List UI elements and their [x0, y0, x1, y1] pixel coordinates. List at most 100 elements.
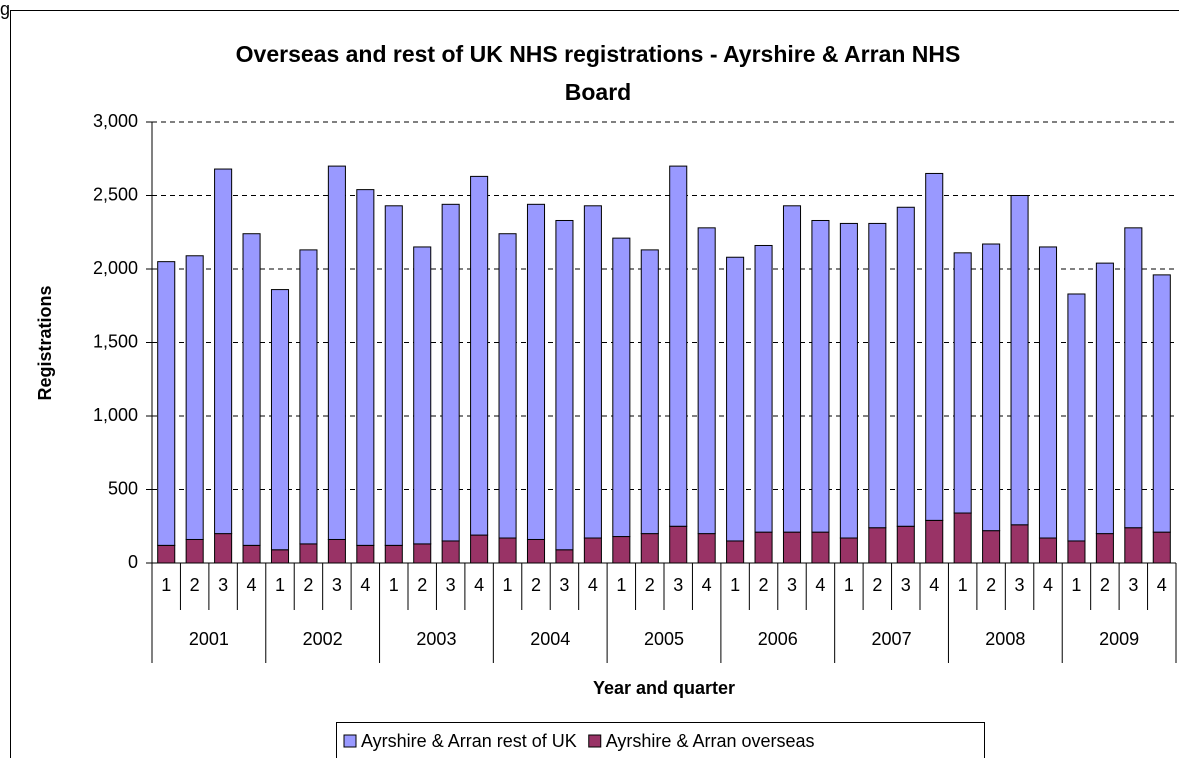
bar-segment	[868, 222, 887, 529]
bar-segment	[640, 249, 659, 535]
bar-segment	[754, 531, 773, 564]
x-tick-label: 4	[815, 575, 825, 595]
x-tick-label: 3	[1128, 575, 1138, 595]
x-tick-label: 3	[1015, 575, 1025, 595]
x-tick-label: 2	[1100, 575, 1110, 595]
x-tick-label: 3	[787, 575, 797, 595]
x-tick-label: 1	[958, 575, 968, 595]
x-tick-label: 1	[161, 575, 171, 595]
bar-segment	[583, 205, 602, 539]
bar-segment	[242, 233, 261, 546]
bar-segment	[1124, 527, 1143, 564]
y-tick-label: 1,500	[93, 331, 138, 351]
chart-border	[10, 10, 1179, 758]
bar-segment	[953, 512, 972, 564]
bar-segment	[1038, 246, 1058, 539]
bar-segment	[982, 243, 1001, 532]
bar-segment	[839, 537, 858, 564]
x-tick-label: 1	[730, 575, 740, 595]
bar-segment	[612, 237, 631, 538]
bar-segment	[555, 219, 574, 551]
bar-segment	[526, 203, 546, 540]
bar-segment	[384, 544, 403, 564]
x-tick-label: 3	[332, 575, 342, 595]
bar-segment	[697, 227, 716, 535]
bar-segment	[1124, 227, 1143, 529]
x-group-label: 2001	[189, 629, 229, 649]
x-group-label: 2007	[872, 629, 912, 649]
bar-segment	[214, 168, 233, 535]
x-tick-label: 3	[446, 575, 456, 595]
legend-label: Ayrshire & Arran overseas	[606, 731, 815, 751]
x-tick-label: 2	[872, 575, 882, 595]
x-group-label: 2009	[1099, 629, 1139, 649]
x-tick-label: 4	[1157, 575, 1167, 595]
bar-segment	[754, 244, 773, 533]
x-tick-label: 2	[531, 575, 541, 595]
bar-segment	[868, 527, 887, 564]
legend-swatch	[343, 734, 357, 748]
bar-segment	[953, 252, 972, 514]
bar-segment	[384, 205, 403, 546]
y-tick-label: 3,000	[93, 111, 138, 131]
y-tick-label: 0	[128, 552, 138, 572]
x-tick-label: 1	[844, 575, 854, 595]
x-tick-label: 4	[1043, 575, 1053, 595]
bar-segment	[669, 165, 688, 527]
bar-segment	[555, 549, 574, 564]
bar-segment	[1067, 540, 1086, 564]
x-group-label: 2004	[530, 629, 570, 649]
bar-segment	[327, 165, 346, 540]
bar-segment	[982, 530, 1001, 564]
bar-segment	[612, 536, 631, 564]
bar-segment	[925, 172, 944, 521]
bar-segment	[470, 175, 489, 536]
bar-segment	[896, 525, 915, 564]
x-tick-label: 3	[218, 575, 228, 595]
bar-segment	[157, 261, 176, 546]
legend-label: Ayrshire & Arran rest of UK	[361, 731, 577, 751]
x-tick-label: 3	[673, 575, 683, 595]
bar-segment	[1010, 195, 1029, 526]
x-tick-label: 4	[247, 575, 257, 595]
bar-segment	[782, 205, 802, 533]
bar-segment	[356, 189, 375, 546]
bar-segment	[299, 249, 318, 545]
y-axis-title: Registrations	[35, 285, 55, 400]
bar-segment	[811, 531, 830, 564]
bar-segment	[1152, 274, 1171, 533]
bar-segment	[498, 537, 517, 564]
bar-segment	[270, 549, 290, 564]
bar-segment	[498, 233, 517, 539]
bar-segment	[1152, 531, 1171, 564]
bar-segment	[441, 540, 460, 564]
x-tick-label: 1	[389, 575, 399, 595]
chart-title: Board	[565, 79, 631, 105]
x-tick-label: 2	[303, 575, 313, 595]
chart-title: Overseas and rest of UK NHS registration…	[236, 41, 961, 67]
x-group-label: 2002	[303, 629, 343, 649]
y-tick-label: 1,000	[93, 405, 138, 425]
x-tick-label: 4	[360, 575, 370, 595]
x-tick-label: 4	[588, 575, 598, 595]
bar-segment	[1038, 537, 1058, 564]
bar-segment	[185, 255, 204, 540]
x-group-label: 2006	[758, 629, 798, 649]
bar-segment	[896, 206, 915, 527]
legend-box	[336, 722, 985, 758]
bar-segment	[726, 256, 745, 542]
bar-segment	[470, 534, 489, 564]
x-tick-label: 2	[986, 575, 996, 595]
bar-segment	[526, 538, 546, 564]
x-tick-label: 1	[275, 575, 285, 595]
bar-segment	[413, 246, 432, 545]
x-tick-label: 4	[702, 575, 712, 595]
y-tick-label: 2,000	[93, 258, 138, 278]
x-group-label: 2003	[416, 629, 456, 649]
bar-segment	[1010, 524, 1029, 564]
legend-swatch	[588, 734, 602, 748]
bar-segment	[413, 543, 432, 564]
x-tick-label: 4	[474, 575, 484, 595]
bar-segment	[1095, 533, 1114, 564]
